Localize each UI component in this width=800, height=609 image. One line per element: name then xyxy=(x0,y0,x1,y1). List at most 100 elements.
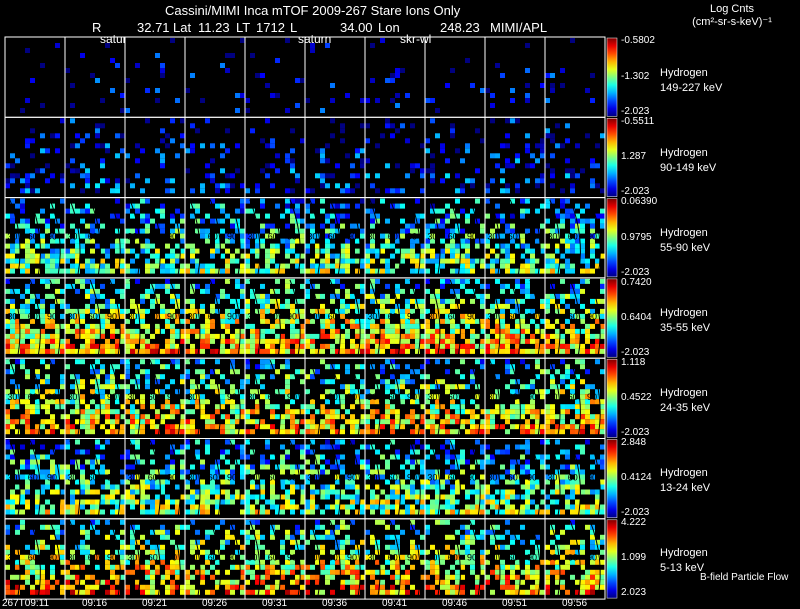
contour-label: 30 xyxy=(367,472,377,482)
inca-panel: 30 60 90 xyxy=(364,277,426,359)
contour-label: 90 xyxy=(467,312,477,322)
contour-label: 60 xyxy=(88,553,98,563)
contour-label: 90 xyxy=(467,231,477,241)
inca-panel: 30 60 90 xyxy=(4,357,66,440)
contour-label: 90 xyxy=(527,553,537,563)
contour-label: 60 xyxy=(448,231,458,241)
contour-label: 90 xyxy=(107,553,117,563)
inca-panel: 30 60 90 xyxy=(64,438,126,520)
contour-label: 90 xyxy=(47,392,57,402)
contour-label: 60 xyxy=(148,312,158,322)
colorbar xyxy=(606,278,618,358)
contour-label: 60 xyxy=(148,231,158,241)
colorbar xyxy=(606,198,618,278)
contour-label: 30 xyxy=(487,553,497,563)
contour-label: 90 xyxy=(227,312,237,322)
contour-label: 90 xyxy=(107,312,117,322)
contour-label: 60 xyxy=(508,553,518,563)
time-tick: 09:31 xyxy=(262,598,288,609)
contour-label: 90 xyxy=(107,231,117,241)
inca-panel: 30 60 90 xyxy=(64,357,126,440)
contour-label: 90 xyxy=(287,392,297,402)
contour-label: 60 xyxy=(508,392,518,402)
contour-label: 30 xyxy=(487,231,497,241)
contour-label: 60 xyxy=(568,312,578,322)
contour-label: 60 xyxy=(268,472,278,482)
cbar-max: 2.848 xyxy=(621,437,647,448)
contour-label: 60 xyxy=(328,392,338,402)
lt-label: LT xyxy=(236,20,251,35)
inca-panel xyxy=(484,116,546,199)
colorbar xyxy=(606,37,618,117)
contour-label: 90 xyxy=(407,312,417,322)
org-label: MIMI/APL xyxy=(490,20,548,35)
inca-panel: 30 60 90 xyxy=(124,518,186,600)
inca-panel: 30 60 90 xyxy=(424,197,486,279)
contour-label: 60 xyxy=(388,231,398,241)
contour-label: 90 xyxy=(407,231,417,241)
inca-panel xyxy=(124,116,186,199)
contour-label: 60 xyxy=(328,231,338,241)
inca-panel xyxy=(364,36,426,118)
inca-panel: 30 60 90 xyxy=(184,197,246,279)
contour-label: 90 xyxy=(467,392,477,402)
contour-label: 90 xyxy=(407,392,417,402)
contour-label: 60 xyxy=(328,472,338,482)
contour-label: 60 xyxy=(448,553,458,563)
contour-label: 30 xyxy=(307,472,317,482)
contour-label: 30 xyxy=(427,312,437,322)
contour-label: 90 xyxy=(347,553,357,563)
time-tick: 09:16 xyxy=(82,598,108,609)
colorbar xyxy=(606,519,618,599)
time-tick: 09:36 xyxy=(322,598,348,609)
inca-panel: 30 60 90 xyxy=(124,277,186,359)
time-tick: 09:56 xyxy=(562,598,588,609)
inca-panel: 30 60 90 xyxy=(304,438,366,520)
contour-label: 30 xyxy=(127,472,137,482)
contour-label: 30 xyxy=(67,472,77,482)
cbar-min: -2.023 xyxy=(621,347,650,358)
inca-panel: 30 60 90 xyxy=(124,197,186,279)
contour-label: 30 xyxy=(307,392,317,402)
contour-label: 60 xyxy=(208,231,218,241)
time-tick: 09:21 xyxy=(142,598,168,609)
contour-label: 90 xyxy=(47,312,57,322)
cbar-mid: -1.302 xyxy=(621,71,650,82)
inca-panel: 30 60 90 xyxy=(484,197,546,279)
contour-label: 30 xyxy=(367,231,377,241)
contour-label: 60 xyxy=(268,312,278,322)
inca-panel xyxy=(544,116,606,199)
inca-panel: 30 60 90 xyxy=(304,357,366,440)
contour-label: 90 xyxy=(47,231,57,241)
contour-label: 30 xyxy=(127,312,137,322)
inca-panel: 30 60 90 xyxy=(364,518,426,600)
energy-label: 149-227 keV xyxy=(660,82,723,94)
inca-panel: 30 60 90 xyxy=(424,357,486,440)
contour-label: 90 xyxy=(347,472,357,482)
lon-label: Lon xyxy=(378,20,400,35)
contour-label: 60 xyxy=(208,392,218,402)
contour-label: 90 xyxy=(587,312,597,322)
contour-label: 60 xyxy=(568,553,578,563)
contour-label: 30 xyxy=(487,312,497,322)
inca-panel: 30 60 90 xyxy=(64,197,126,279)
overlay-satur: satur xyxy=(100,32,127,46)
colorbar xyxy=(606,358,618,438)
contour-label: 60 xyxy=(448,312,458,322)
cbar-min: -2.023 xyxy=(621,106,650,117)
lon-value: 248.23 xyxy=(440,20,480,35)
cbar-min: -2.023 xyxy=(621,186,650,197)
species-label: Hydrogen xyxy=(660,387,708,399)
cbar-min: -2.023 xyxy=(621,427,650,438)
cbar-mid: 1.099 xyxy=(621,552,647,563)
contour-label: 30 xyxy=(67,553,77,563)
energy-label: 90-149 keV xyxy=(660,162,717,174)
contour-label: 60 xyxy=(568,392,578,402)
contour-label: 60 xyxy=(28,392,38,402)
contour-label: 90 xyxy=(527,312,537,322)
inca-panel: 30 60 90 xyxy=(304,197,366,279)
contour-label: 60 xyxy=(268,231,278,241)
contour-label: 90 xyxy=(587,392,597,402)
contour-label: 90 xyxy=(287,553,297,563)
